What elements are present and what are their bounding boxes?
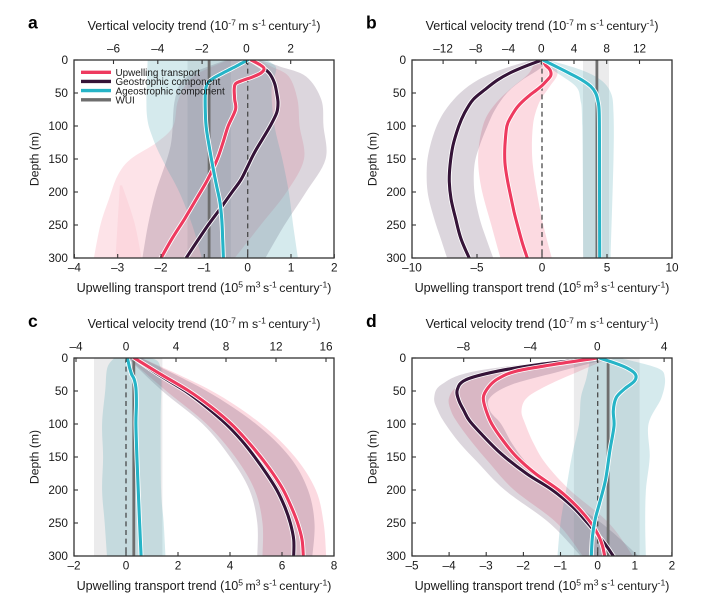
- svg-text:Depth (m): Depth (m): [366, 132, 380, 186]
- svg-text:50: 50: [393, 86, 407, 100]
- svg-text:–2: –2: [67, 559, 80, 573]
- svg-text:Depth (m): Depth (m): [28, 430, 42, 484]
- svg-text:8: 8: [603, 41, 610, 55]
- svg-text:Vertical velocity trend (10-7: Vertical velocity trend (10-7 m s-1 cent…: [426, 18, 659, 34]
- svg-text:–2: –2: [517, 559, 530, 573]
- svg-text:0: 0: [61, 351, 68, 365]
- svg-text:Ageostrophic component: Ageostrophic component: [116, 86, 225, 97]
- svg-text:4: 4: [661, 339, 668, 353]
- svg-text:100: 100: [386, 417, 406, 431]
- svg-text:0: 0: [243, 41, 250, 55]
- svg-text:–1: –1: [554, 559, 567, 573]
- svg-text:4: 4: [227, 559, 234, 573]
- svg-text:–5: –5: [405, 559, 419, 573]
- svg-text:200: 200: [386, 483, 406, 497]
- svg-text:200: 200: [48, 185, 68, 199]
- svg-text:0: 0: [123, 339, 130, 353]
- svg-text:100: 100: [48, 119, 68, 133]
- svg-text:Upwelling transport trend (105: Upwelling transport trend (105 m3 s-1 ce…: [415, 577, 670, 593]
- svg-text:0: 0: [538, 41, 545, 55]
- svg-text:0: 0: [594, 559, 601, 573]
- svg-text:–8: –8: [457, 339, 471, 353]
- svg-text:–3: –3: [480, 559, 494, 573]
- svg-text:250: 250: [386, 516, 406, 530]
- svg-text:–12: –12: [433, 41, 453, 55]
- svg-text:12: 12: [269, 339, 282, 353]
- svg-text:Depth (m): Depth (m): [28, 132, 42, 186]
- svg-text:300: 300: [48, 251, 68, 265]
- svg-text:4: 4: [173, 339, 180, 353]
- svg-text:300: 300: [386, 251, 406, 265]
- svg-text:Upwelling transport trend (105: Upwelling transport trend (105 m3 s-1 ce…: [77, 577, 332, 593]
- svg-text:1: 1: [288, 261, 295, 275]
- svg-text:Upwelling transport trend (105: Upwelling transport trend (105 m3 s-1 ce…: [77, 279, 332, 295]
- svg-text:WUI: WUI: [116, 96, 135, 107]
- svg-text:12: 12: [633, 41, 646, 55]
- svg-text:–2: –2: [154, 261, 167, 275]
- svg-text:–4: –4: [524, 339, 538, 353]
- svg-text:4: 4: [571, 41, 578, 55]
- svg-text:2: 2: [669, 559, 676, 573]
- svg-text:5: 5: [604, 261, 611, 275]
- svg-text:Upwelling transport trend (105: Upwelling transport trend (105 m3 s-1 ce…: [415, 279, 670, 295]
- svg-text:100: 100: [386, 119, 406, 133]
- svg-text:0: 0: [244, 261, 251, 275]
- svg-text:–4: –4: [151, 41, 165, 55]
- svg-text:300: 300: [386, 549, 406, 563]
- svg-text:50: 50: [393, 384, 407, 398]
- svg-text:–4: –4: [443, 559, 457, 573]
- svg-text:0: 0: [123, 559, 130, 573]
- svg-text:–1: –1: [198, 261, 211, 275]
- svg-text:0: 0: [399, 53, 406, 67]
- svg-text:–3: –3: [111, 261, 125, 275]
- svg-text:–8: –8: [469, 41, 483, 55]
- svg-text:d: d: [366, 311, 377, 331]
- svg-text:2: 2: [287, 41, 294, 55]
- svg-text:Vertical velocity trend (10-7: Vertical velocity trend (10-7 m s-1 cent…: [426, 316, 659, 332]
- svg-text:–2: –2: [196, 41, 209, 55]
- svg-text:250: 250: [386, 218, 406, 232]
- svg-text:2: 2: [175, 559, 182, 573]
- svg-text:8: 8: [223, 339, 230, 353]
- svg-text:Geostrophic component: Geostrophic component: [116, 77, 221, 88]
- svg-text:50: 50: [55, 384, 69, 398]
- svg-text:–4: –4: [68, 261, 82, 275]
- svg-text:150: 150: [48, 450, 68, 464]
- svg-text:150: 150: [48, 152, 68, 166]
- svg-text:–10: –10: [402, 261, 422, 275]
- svg-text:250: 250: [48, 516, 68, 530]
- svg-text:2: 2: [331, 261, 338, 275]
- svg-text:c: c: [28, 311, 38, 331]
- svg-text:8: 8: [331, 559, 338, 573]
- svg-text:0: 0: [399, 351, 406, 365]
- svg-text:Depth (m): Depth (m): [366, 430, 380, 484]
- svg-text:1: 1: [632, 559, 639, 573]
- svg-text:0: 0: [61, 53, 68, 67]
- svg-text:150: 150: [386, 152, 406, 166]
- svg-text:6: 6: [279, 559, 286, 573]
- svg-text:100: 100: [48, 417, 68, 431]
- svg-text:10: 10: [665, 261, 679, 275]
- svg-text:Vertical velocity trend (10-7: Vertical velocity trend (10-7 m s-1 cent…: [88, 18, 321, 34]
- svg-text:b: b: [366, 13, 377, 33]
- svg-text:250: 250: [48, 218, 68, 232]
- svg-text:16: 16: [319, 339, 333, 353]
- svg-text:–6: –6: [107, 41, 121, 55]
- svg-text:Upwelling transport: Upwelling transport: [116, 68, 201, 79]
- svg-text:150: 150: [386, 450, 406, 464]
- svg-text:Vertical velocity trend (10-7: Vertical velocity trend (10-7 m s-1 cent…: [88, 316, 321, 332]
- svg-text:0: 0: [539, 261, 546, 275]
- svg-text:300: 300: [48, 549, 68, 563]
- svg-text:200: 200: [386, 185, 406, 199]
- svg-text:0: 0: [594, 339, 601, 353]
- svg-text:50: 50: [55, 86, 69, 100]
- svg-text:–4: –4: [69, 339, 83, 353]
- svg-text:200: 200: [48, 483, 68, 497]
- svg-text:–4: –4: [502, 41, 516, 55]
- svg-text:–5: –5: [470, 261, 484, 275]
- svg-text:a: a: [28, 13, 38, 33]
